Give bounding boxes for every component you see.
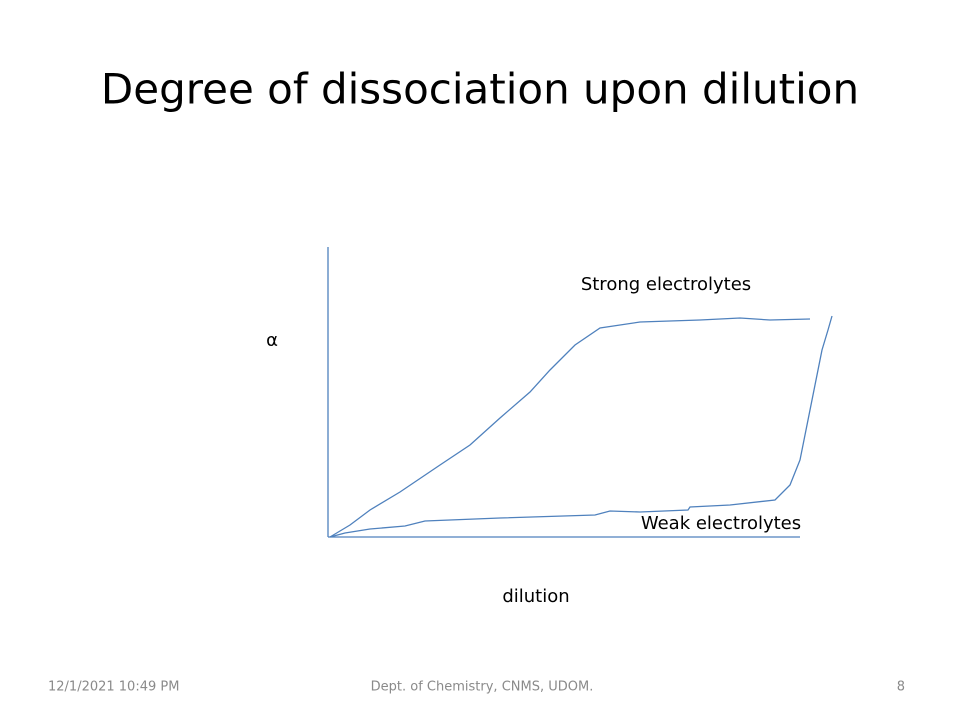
weak-label: Weak electrolytes: [641, 513, 801, 534]
weak-curve: [329, 315, 833, 538]
y-label: α: [266, 330, 278, 351]
x-label: dilution: [502, 586, 569, 607]
strong-label: Strong electrolytes: [581, 274, 751, 295]
strong-curve: [329, 317, 811, 538]
page-number: 8: [897, 680, 905, 695]
footer-date: 12/1/2021 10:49 PM: [48, 680, 179, 695]
slide-title: Degree of dissociation upon dilution: [101, 65, 859, 114]
footer-department: Dept. of Chemistry, CNMS, UDOM.: [371, 680, 594, 695]
